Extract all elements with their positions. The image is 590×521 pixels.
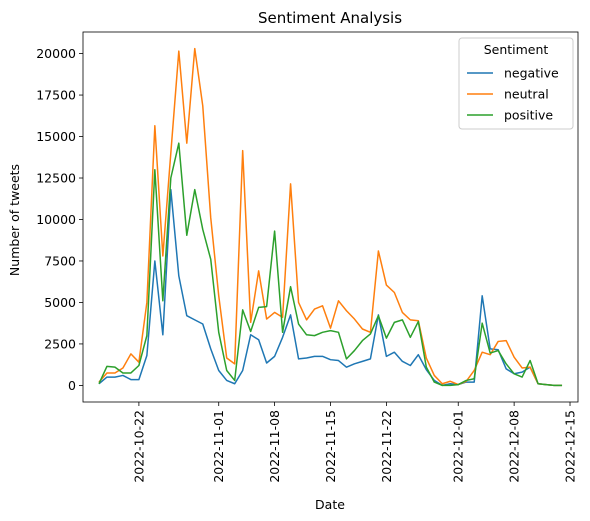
series-line-neutral [98, 47, 563, 387]
legend-label-negative: negative [504, 66, 559, 81]
y-tick-label: 2500 [44, 336, 76, 351]
legend-box [458, 37, 574, 130]
y-axis-title: Number of tweets [7, 164, 22, 276]
x-axis: 2022-10-22 2022-11-01 2022-11-08 2022-11-15… [131, 402, 578, 483]
y-tick-label: 5000 [44, 295, 76, 310]
x-tick-label: 2022-10-22 [131, 410, 146, 483]
y-tick-label: 12500 [36, 171, 76, 186]
x-axis-title: Date [315, 497, 345, 512]
y-tick-label: 10000 [36, 212, 76, 227]
x-tick-label: 2022-11-15 [323, 410, 338, 483]
y-tick-label: 15000 [36, 129, 76, 144]
legend-label-positive: positive [504, 108, 553, 123]
x-tick-label: 2022-11-01 [211, 410, 226, 483]
x-tick-label: 2022-12-15 [563, 410, 578, 483]
series-line-negative [98, 188, 563, 387]
y-tick-label: 0 [68, 378, 76, 393]
chart-title: Sentiment Analysis [258, 9, 402, 27]
y-tick-label: 7500 [44, 253, 76, 268]
y-tick-label: 17500 [36, 88, 76, 103]
y-tick-label: 20000 [36, 46, 76, 61]
legend-title: Sentiment [484, 42, 549, 57]
x-tick-label: 2022-11-08 [267, 410, 282, 483]
x-tick-label: 2022-11-22 [379, 410, 394, 483]
x-tick-label: 2022-12-08 [507, 410, 522, 483]
x-tick-label: 2022-12-01 [451, 410, 466, 483]
legend-label-neutral: neutral [504, 87, 549, 102]
series-line-positive [98, 142, 563, 387]
y-axis: 0 2500 5000 7500 10000 12500 15000 17500 20000 [36, 46, 83, 393]
legend: Sentiment negative neutral positive [458, 37, 574, 130]
